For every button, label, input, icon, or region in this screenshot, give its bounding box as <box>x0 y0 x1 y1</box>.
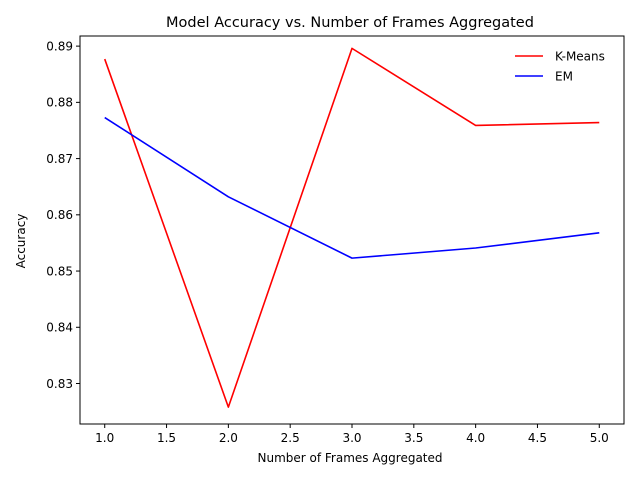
x-tick-label: 3.5 <box>404 431 423 445</box>
y-tick-label: 0.88 <box>46 96 73 110</box>
x-tick-label: 5.0 <box>590 431 609 445</box>
series-line-em <box>104 116 600 259</box>
y-tick-label: 0.89 <box>46 39 73 53</box>
legend: K-Means EM <box>515 49 605 83</box>
series-layer <box>103 47 600 408</box>
x-tick-label: 1.5 <box>157 431 176 445</box>
x-tick-label: 3.0 <box>342 431 361 445</box>
x-axis-label: Number of Frames Aggregated <box>257 451 442 465</box>
x-tick-label: 4.0 <box>466 431 485 445</box>
legend-label: K-Means <box>555 49 605 63</box>
chart-title: Model Accuracy vs. Number of Frames Aggr… <box>166 15 534 31</box>
x-tick-label: 1.0 <box>95 431 114 445</box>
y-tick-label: 0.86 <box>46 208 73 222</box>
x-tick-label: 2.5 <box>281 431 300 445</box>
series-line-k-means <box>103 47 600 408</box>
y-tick-label: 0.85 <box>46 264 73 278</box>
legend-label: EM <box>555 69 573 83</box>
x-tick-label: 4.5 <box>528 431 547 445</box>
y-tick-label: 0.84 <box>46 321 73 335</box>
x-tick-label: 2.0 <box>219 431 238 445</box>
y-tick-label: 0.87 <box>46 152 73 166</box>
y-axis: 0.83 0.84 0.85 0.86 0.87 0.88 0.89 <box>46 39 80 391</box>
y-tick-label: 0.83 <box>46 377 73 391</box>
x-axis: 1.0 1.5 2.0 2.5 3.0 3.5 4.0 4.5 5.0 <box>95 424 609 445</box>
y-axis-label: Accuracy <box>14 214 28 269</box>
